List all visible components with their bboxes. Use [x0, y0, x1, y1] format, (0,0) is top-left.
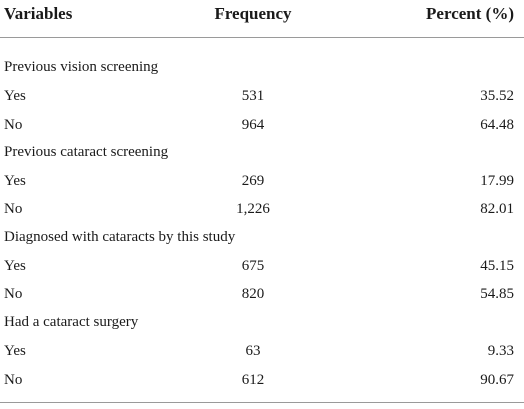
group-title: Diagnosed with cataracts by this study — [4, 229, 236, 245]
group-title-vision-screening: Previous vision screening — [0, 55, 524, 79]
row-label: Yes — [4, 343, 26, 359]
row-label: No — [4, 286, 23, 302]
group-title: Previous cataract screening — [4, 144, 169, 160]
row-frequency: 1,226 — [236, 201, 270, 217]
row-percent: 82.01 — [480, 201, 514, 217]
header-variables: Variables — [4, 4, 73, 23]
header-percent: Percent (%) — [426, 4, 514, 23]
table-row: Yes 269 17.99 — [0, 169, 524, 193]
group-title: Had a cataract surgery — [4, 314, 139, 330]
row-percent: 45.15 — [480, 258, 514, 274]
table-row: No 612 90.67 — [0, 368, 524, 392]
table-header-row: Variables Frequency Percent (%) — [0, 0, 524, 28]
header-rule — [0, 37, 524, 38]
row-label: No — [4, 372, 23, 388]
table-row: Yes 63 9.33 — [0, 339, 524, 363]
row-frequency: 63 — [245, 343, 261, 359]
header-frequency: Frequency — [214, 4, 292, 23]
group-title-surgery: Had a cataract surgery — [0, 310, 524, 334]
row-frequency: 269 — [241, 173, 265, 189]
row-label: Yes — [4, 258, 26, 274]
table-row: Yes 531 35.52 — [0, 84, 524, 108]
row-frequency: 820 — [241, 286, 265, 302]
group-title: Previous vision screening — [4, 59, 159, 75]
row-percent: 64.48 — [480, 117, 514, 133]
bottom-rule — [0, 402, 524, 403]
row-percent: 9.33 — [487, 343, 514, 359]
row-percent: 17.99 — [480, 173, 514, 189]
row-label: No — [4, 201, 23, 217]
row-label: Yes — [4, 88, 26, 104]
table-row: No 1,226 82.01 — [0, 197, 524, 221]
row-percent: 54.85 — [480, 286, 514, 302]
row-frequency: 675 — [241, 258, 265, 274]
table-row: Yes 675 45.15 — [0, 254, 524, 278]
table-row: No 820 54.85 — [0, 282, 524, 306]
table-row: No 964 64.48 — [0, 113, 524, 137]
group-title-diagnosed: Diagnosed with cataracts by this study — [0, 225, 524, 249]
row-percent: 35.52 — [480, 88, 514, 104]
row-frequency: 612 — [241, 372, 265, 388]
row-frequency: 964 — [241, 117, 265, 133]
row-percent: 90.67 — [480, 372, 514, 388]
row-label: Yes — [4, 173, 26, 189]
group-title-cataract-screening: Previous cataract screening — [0, 140, 524, 164]
row-label: No — [4, 117, 23, 133]
row-frequency: 531 — [241, 88, 265, 104]
